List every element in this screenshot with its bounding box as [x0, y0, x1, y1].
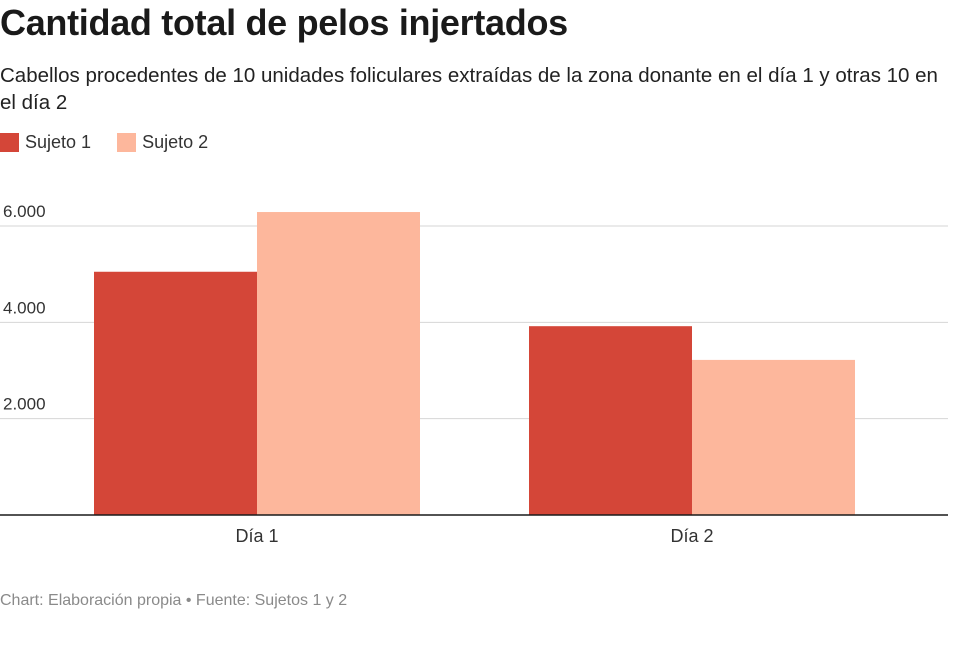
- bar-sujeto-2-1: [257, 212, 420, 515]
- chart-source: Chart: Elaboración propia • Fuente: Suje…: [0, 592, 348, 609]
- legend-swatch-sujeto-1: [0, 133, 19, 152]
- y-tick-label-0: 2.000: [3, 395, 46, 414]
- x-tick-label-2: Día 2: [670, 526, 713, 546]
- legend-item-sujeto-2: Sujeto 2: [117, 132, 208, 153]
- legend-swatch-sujeto-2: [117, 133, 137, 152]
- bar-sujeto-1-2: [529, 326, 692, 515]
- chart-subtitle: Cabellos procedentes de 10 unidades foli…: [0, 64, 938, 114]
- chart-title: Cantidad total de pelos injertados: [0, 2, 568, 43]
- legend-item-sujeto-1: Sujeto 1: [0, 132, 91, 153]
- legend-label-sujeto-1: Sujeto 1: [25, 132, 92, 152]
- bar-sujeto-2-2: [692, 359, 855, 515]
- y-tick-label-1: 4.000: [3, 298, 46, 317]
- bar-chart: 2.000 4.000 6.000 Día 1 Día 2: [0, 202, 948, 546]
- x-tick-label-1: Día 1: [235, 526, 278, 546]
- chart-legend: Sujeto 1 Sujeto 2: [0, 132, 234, 153]
- legend-label-sujeto-2: Sujeto 2: [142, 132, 209, 152]
- bar-sujeto-1-1: [94, 271, 257, 515]
- y-tick-label-2: 6.000: [3, 202, 46, 221]
